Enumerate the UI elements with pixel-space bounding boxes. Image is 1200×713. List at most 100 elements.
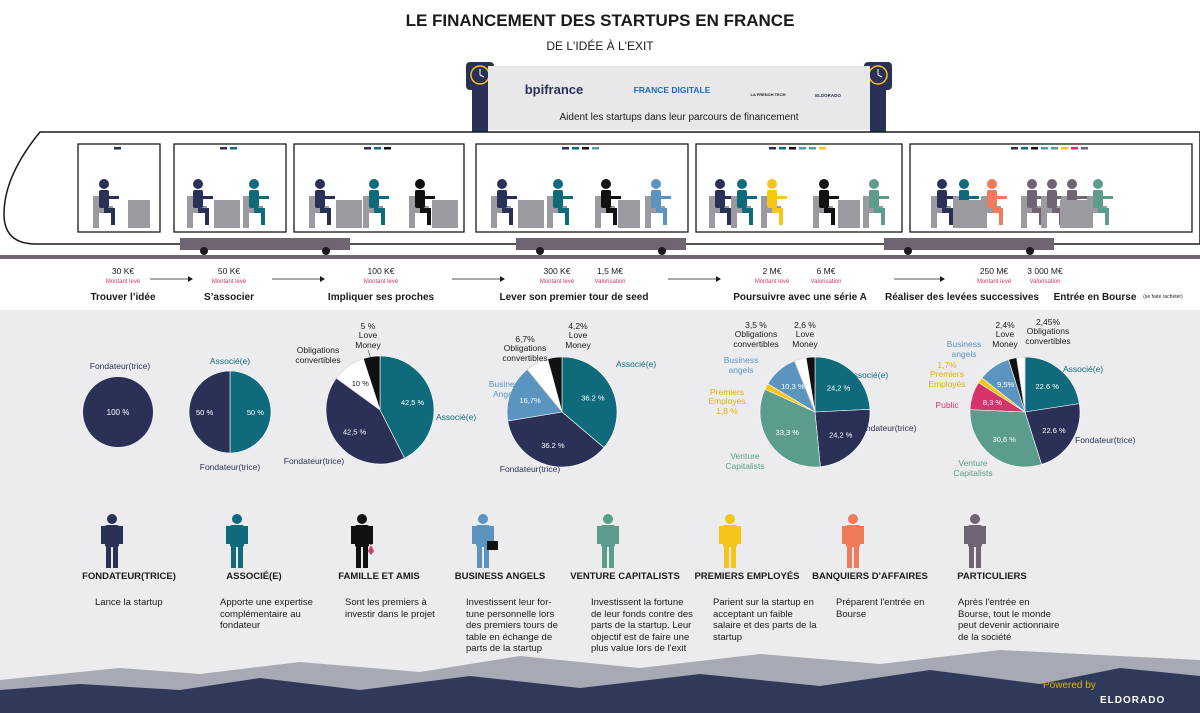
role-description: Parient sur la startup en acceptant un f… [713,597,817,643]
pie-legend-label: Venture [730,451,760,461]
pie-legend-label: angels [728,365,753,375]
pie-legend-label: Premiers [710,387,744,397]
shareholder-marker [1011,147,1018,150]
arrow-head [188,276,193,282]
pie-legend-label: Love [359,330,378,340]
partner-logo-french-tech: LA FRENCH TECH [751,92,786,97]
partner-banner [488,66,870,130]
pie-chart: 22.6 % 22.6 % 30,6 % 8,3 % 9,5% [969,356,1081,468]
slice-label: 36.2 % [541,441,565,450]
passenger-icon [363,179,389,228]
amount-value: 30 K€ [112,266,134,276]
passenger-icon [243,179,269,228]
role-description: Investissent leur for- tune personnelle … [466,597,558,654]
rail-track [0,255,1200,259]
passenger-icon [547,179,573,228]
role-description: Après l'entrée en Bourse, tout le monde … [958,597,1060,643]
mountain-footer [0,650,1200,713]
pie-legend-label: Fondateur(trice) [284,456,345,466]
pie-legend-label: 2,6 % [794,320,816,330]
desk [214,200,240,228]
shareholder-marker [220,147,227,150]
leader-line [367,349,373,363]
pie-slice [1024,356,1080,413]
desk [956,200,986,228]
shareholder-marker [779,147,786,150]
slice-label: 8,3 % [983,398,1003,407]
passenger-icon [863,179,889,228]
pie-legend-label: Fondateur(trice) [1075,435,1136,445]
role-title: VENTURE CAPITALISTS [570,571,680,582]
stage-note: (se faire racheter) [1143,294,1183,300]
amount-value: 3 000 M€ [1027,266,1063,276]
pie-legend-label: Associé(e) [210,356,250,366]
person-icon [838,513,868,576]
pie-chart: 36.2 % 36.2 % 16,7% [506,356,618,468]
person-icon [347,513,377,576]
desk [1060,200,1088,228]
pie-slice [547,356,563,413]
pie-legend-label: Money [792,339,818,349]
shareholder-marker [582,147,589,150]
passenger-icon [709,179,735,228]
pie-legend-label: Premiers [930,369,964,379]
amount-note: Valorisation [1030,279,1061,285]
arrow-head [320,276,325,282]
passenger-icon [931,179,957,228]
role-title: FAMILLE ET AMIS [338,571,420,582]
pie-legend-label: Capitalists [953,468,992,478]
banner-tagline: Aident les startups dans leur parcours d… [559,112,798,123]
shareholder-marker [374,147,381,150]
pie-legend-label: Associé(e) [616,359,656,369]
role-title: BUSINESS ANGELS [454,571,546,582]
shareholder-marker [789,147,796,150]
pie-legend-label: Associé(e) [436,412,476,422]
person-icon [97,513,127,576]
stage-label: Impliquer ses proches [328,292,435,303]
pie-legend-label: Obligations [1027,326,1070,336]
passenger-icon [645,179,671,228]
pie-legend-label: convertibles [295,355,340,365]
train-passengers [93,179,1113,228]
slice-label: 33,3 % [776,428,800,437]
slice-label: 50 % [247,408,264,417]
person-icon [593,513,623,576]
pie-legend-label: Employés [928,379,965,389]
shareholder-marker [799,147,806,150]
pie-legend-label: Associé(e) [848,370,888,380]
passenger-icon [187,179,213,228]
stage-label: Réaliser des levées successives [885,292,1039,303]
pie-legend-label: Obligations [297,345,340,355]
desk [618,200,640,228]
role-title: PARTICULIERS [957,571,1027,582]
amount-note: Montant levé [106,279,141,285]
slice-label: 42,5 % [343,428,367,437]
pie-slice [814,356,871,413]
shareholder-marker [809,147,816,150]
person-icon [468,513,498,576]
role-title: ASSOCIÉ(E) [226,571,282,582]
shareholder-marker [114,147,121,150]
pie-legend-label: Employés [708,396,745,406]
roles-legend: FONDATEUR(TRICE) Lance la startup ASSOCIÉ(… [0,505,1200,665]
pie-legend-label: Obligations [735,329,778,339]
mountain-front [0,668,1200,713]
pie-legend-label: 5 % [361,321,376,331]
amount-value: 100 K€ [368,266,395,276]
shareholder-marker [769,147,776,150]
pie-legend-label: 2,4% [995,320,1015,330]
passenger-icon [731,179,757,228]
pie-legend-label: 3,5 % [745,320,767,330]
pie-legend-label: 1,8 % [716,406,738,416]
pie-chart: 24,2 % 24,2 % 33,3 % 10,3 % [759,356,871,468]
pie-slice [759,388,821,468]
amount-note: Montant levé [540,279,575,285]
station-clock-left [466,62,494,132]
passenger-icon [309,179,335,228]
amount-value: 2 M€ [763,266,782,276]
slice-label: 22.6 % [1042,426,1066,435]
shareholder-marker [1051,147,1058,150]
train-bogies [180,238,1054,255]
person-icon [960,513,990,576]
